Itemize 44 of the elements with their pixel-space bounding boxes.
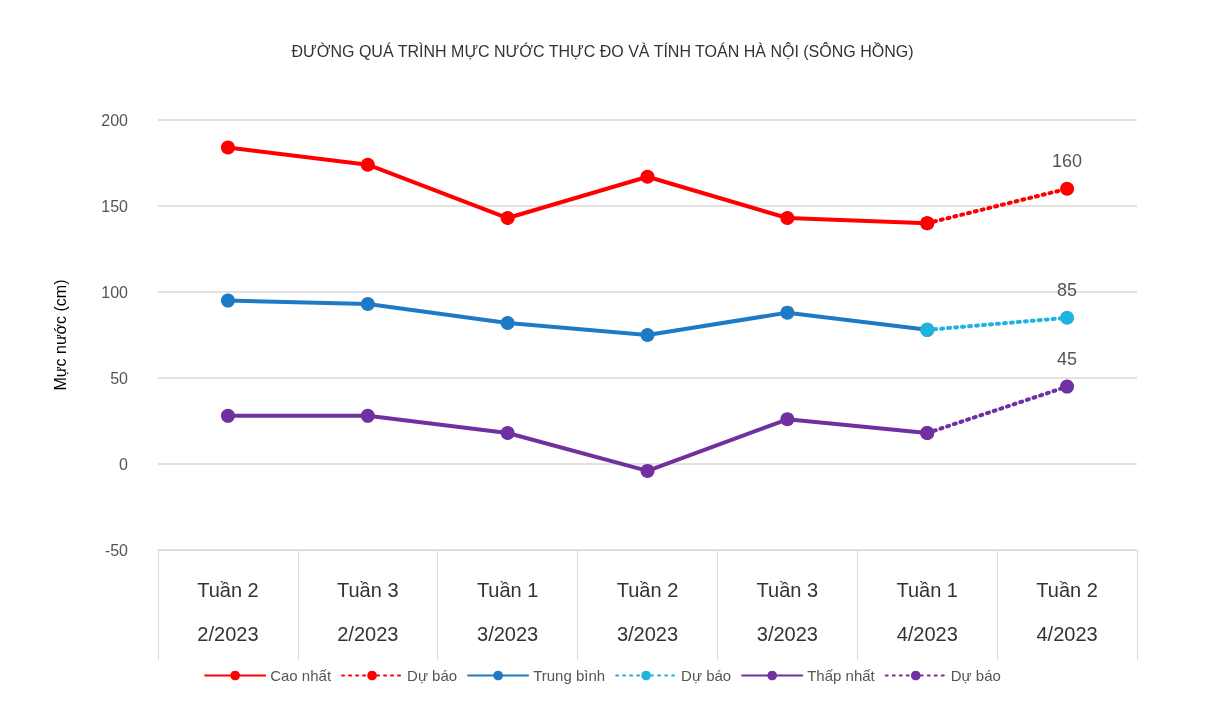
x-tick-label: Tuần 1 4/2023 bbox=[896, 579, 958, 645]
point bbox=[360, 297, 375, 312]
point bbox=[500, 426, 515, 441]
y-tick-label: 200 bbox=[101, 111, 129, 129]
point bbox=[220, 140, 235, 155]
legend-label: Dự báo bbox=[681, 667, 732, 684]
y-tick-label: 150 bbox=[101, 197, 129, 215]
point bbox=[360, 157, 375, 172]
y-tick-label: 0 bbox=[119, 455, 129, 473]
y-tick-label: -50 bbox=[104, 541, 129, 559]
chart-title: ĐƯỜNG QUÁ TRÌNH MỰC NƯỚC THỰC ĐO VÀ TÍNH TOÁN HÀ NỘI (SÔNG HỒNG) bbox=[291, 41, 914, 60]
x-tick-label: Tuần 3 3/2023 bbox=[756, 579, 819, 645]
point bbox=[780, 211, 795, 226]
legend-label: Trung bình bbox=[533, 667, 606, 684]
point bbox=[920, 216, 935, 231]
point bbox=[780, 305, 795, 320]
x-tick-label: Tuần 2 2/2023 bbox=[197, 579, 259, 645]
point bbox=[1060, 310, 1075, 325]
point bbox=[500, 211, 515, 226]
y-tick-label: 50 bbox=[110, 369, 129, 387]
point bbox=[640, 169, 655, 184]
x-tick-label: Tuần 1 3/2023 bbox=[476, 579, 539, 645]
data-label: 45 bbox=[1057, 348, 1078, 369]
y-axis-title: Mực nước (cm) bbox=[51, 279, 69, 391]
x-tick-label: Tuần 2 3/2023 bbox=[616, 579, 679, 645]
legend-label: Dự báo bbox=[407, 667, 458, 684]
point bbox=[780, 412, 795, 427]
point bbox=[920, 426, 935, 441]
y-tick-label: 100 bbox=[101, 283, 129, 301]
point bbox=[220, 408, 235, 423]
x-tick-label: Tuần 2 4/2023 bbox=[1036, 579, 1098, 645]
legend-label: Dự báo bbox=[950, 667, 1001, 684]
point bbox=[1060, 181, 1075, 196]
point bbox=[500, 315, 515, 330]
data-label: 160 bbox=[1052, 150, 1083, 171]
point bbox=[1060, 379, 1075, 394]
data-label: 85 bbox=[1057, 279, 1078, 300]
point bbox=[220, 293, 235, 308]
point bbox=[360, 408, 375, 423]
legend-label: Thấp nhất bbox=[807, 667, 876, 684]
point bbox=[640, 328, 655, 342]
point bbox=[640, 463, 655, 478]
legend-label: Cao nhất bbox=[270, 667, 332, 684]
x-tick-label: Tuần 3 2/2023 bbox=[337, 579, 399, 645]
